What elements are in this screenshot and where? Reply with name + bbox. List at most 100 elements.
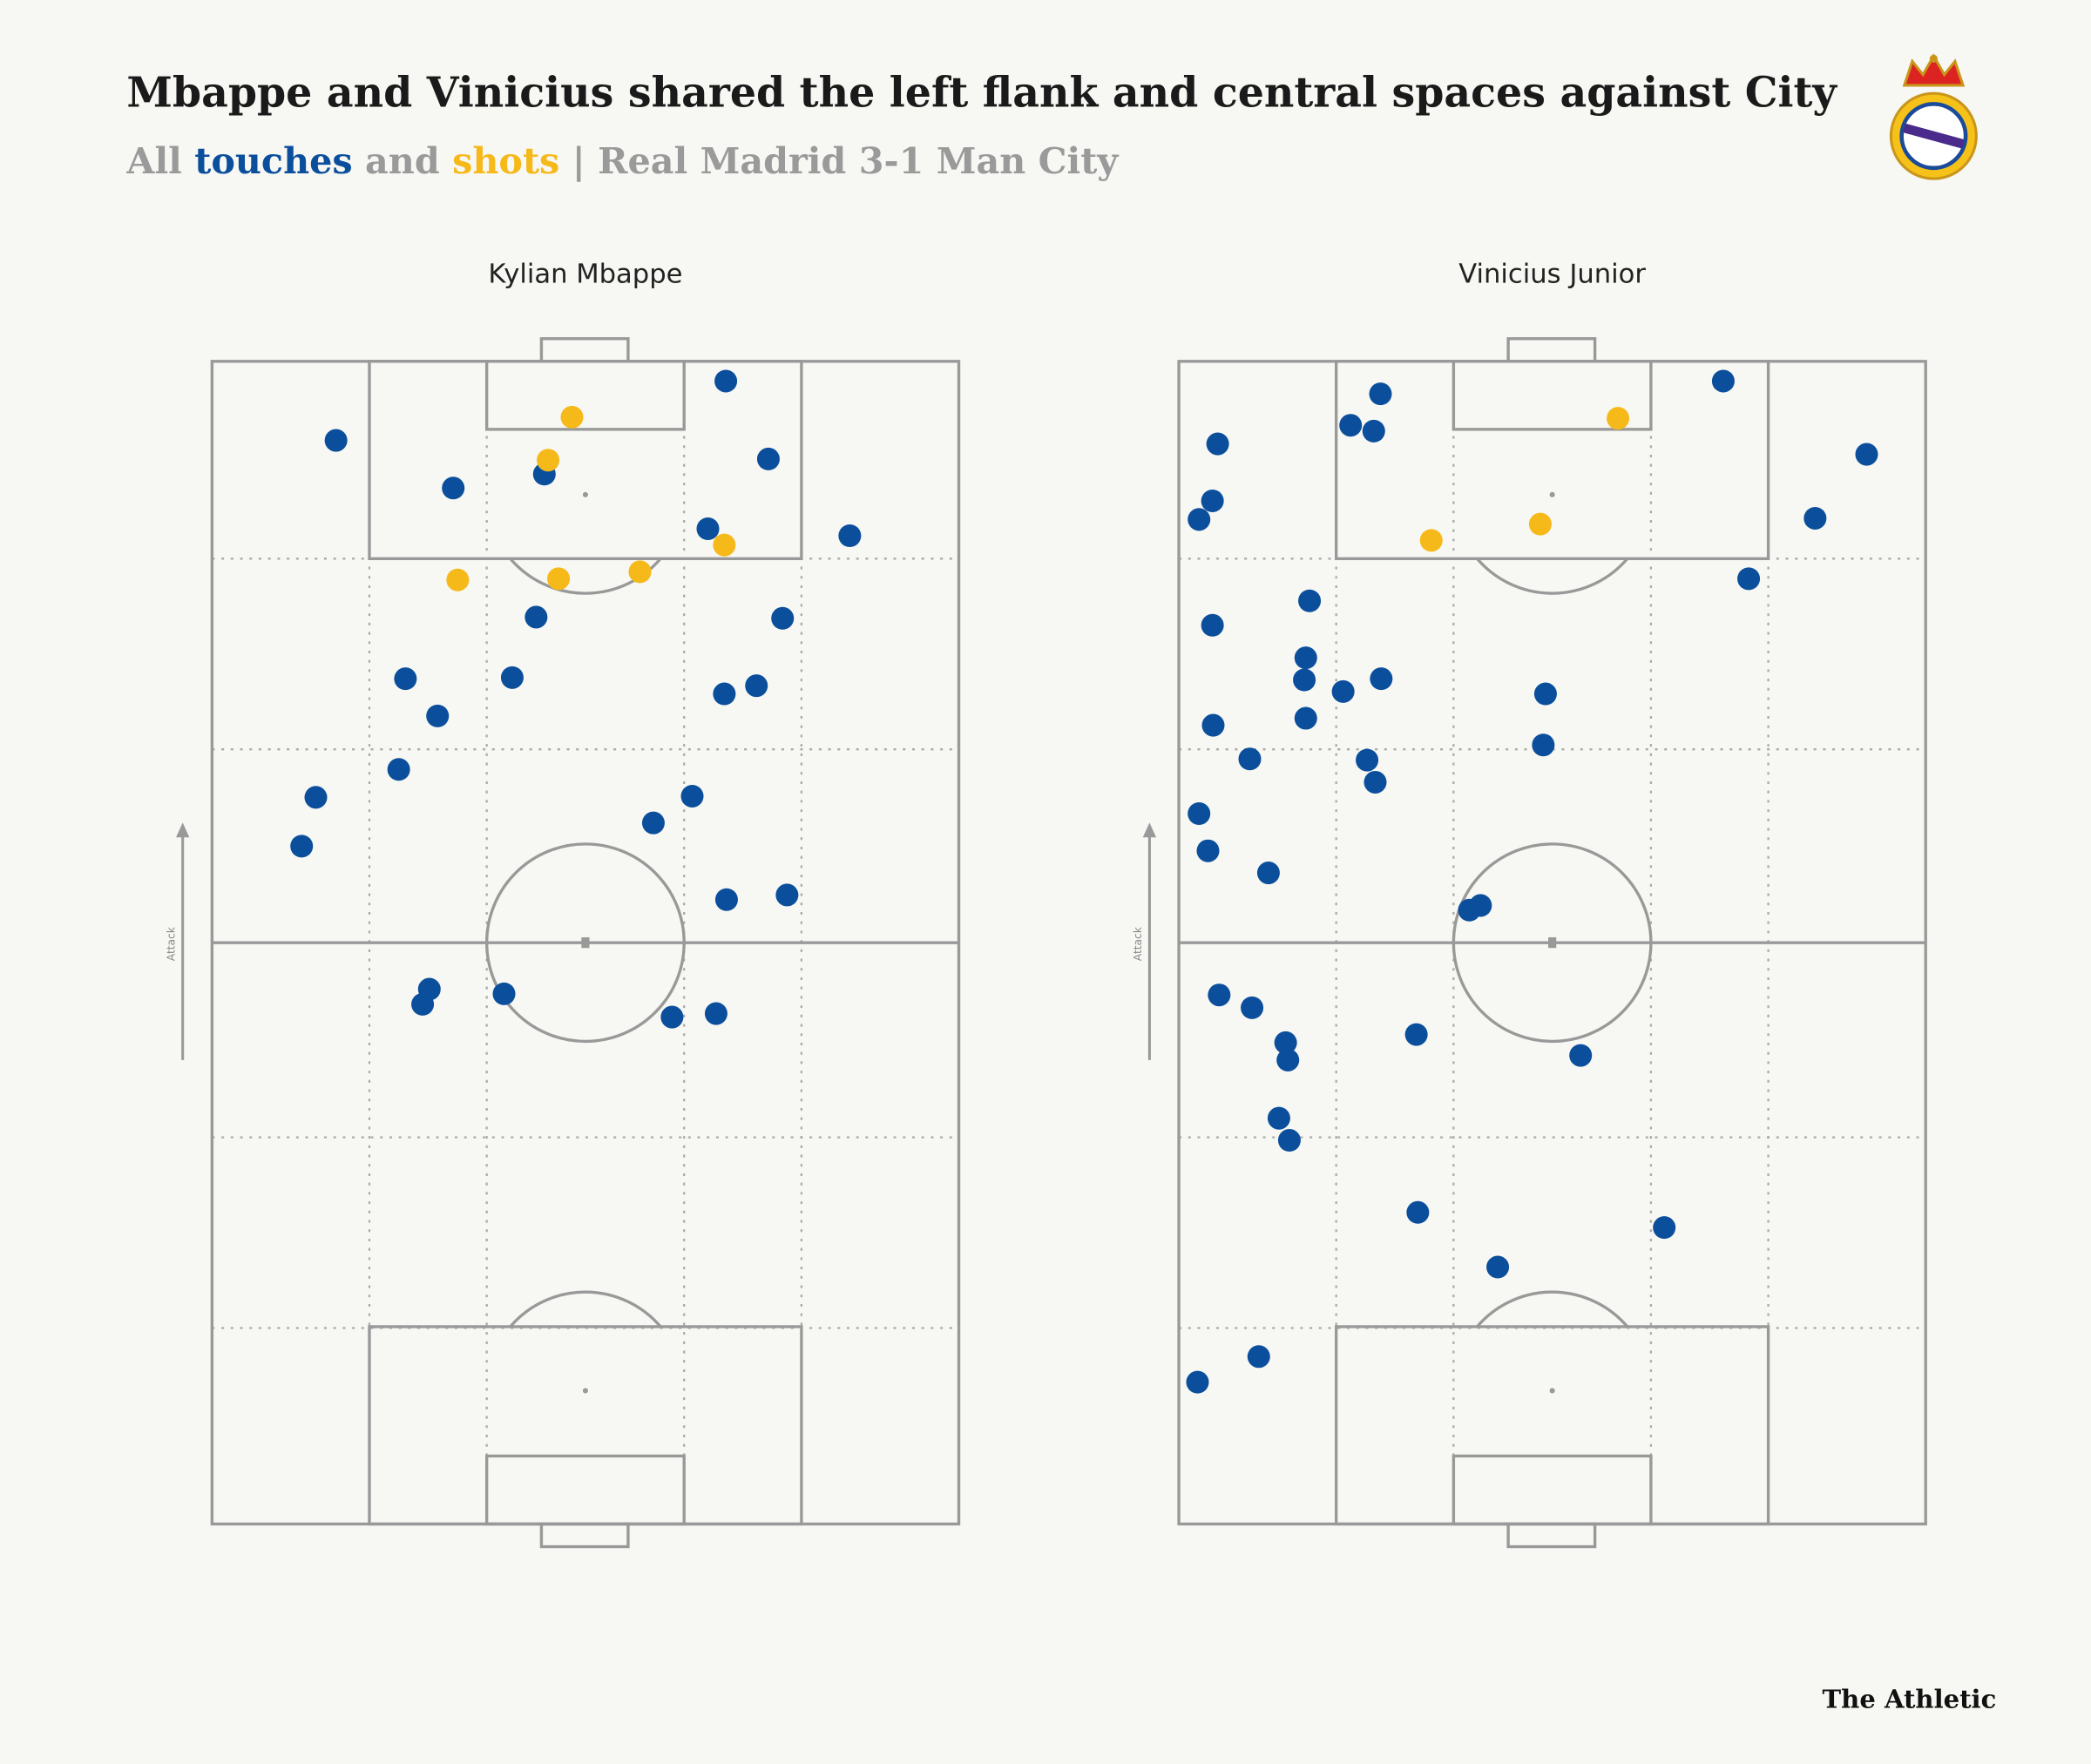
goal	[1506, 1522, 1597, 1549]
penalty-arc	[1476, 1290, 1629, 1328]
shot-point	[1607, 407, 1630, 430]
touch-point	[492, 982, 516, 1005]
touch-point	[1356, 748, 1379, 772]
penalty-box	[1334, 360, 1770, 561]
attack-label: Attack	[1132, 926, 1144, 961]
subtitle-part: and	[353, 139, 452, 182]
center-circle	[1452, 842, 1653, 1044]
touch-point	[1369, 382, 1392, 406]
touch-point	[1208, 983, 1231, 1007]
shot-point	[446, 568, 470, 591]
touch-point	[1206, 432, 1229, 456]
subtitle-part: | Real Madrid 3-1 Man City	[559, 139, 1119, 183]
shot-point	[537, 449, 560, 472]
touch-point	[714, 888, 738, 911]
penalty-spot	[1549, 1388, 1555, 1394]
touch-point	[500, 666, 524, 689]
subtitle-part: All	[125, 139, 194, 182]
six-yard-box	[484, 1454, 686, 1526]
shot-point	[1528, 512, 1552, 536]
touch-point	[1201, 489, 1224, 512]
attack-arrow-head-icon	[1142, 822, 1157, 838]
touch-point	[1274, 1031, 1297, 1054]
goal	[539, 337, 630, 363]
touch-point	[1188, 508, 1211, 531]
six-yard-box	[484, 360, 686, 431]
touch-point	[641, 811, 665, 835]
touch-point	[1339, 414, 1363, 437]
touch-point	[745, 674, 768, 698]
penalty-box	[368, 360, 803, 561]
touch-point	[1331, 679, 1355, 703]
touch-point	[1653, 1216, 1676, 1240]
touch-point	[1294, 706, 1317, 730]
shot-point	[713, 533, 736, 557]
touch-point	[696, 517, 720, 541]
shot-point	[547, 567, 571, 591]
touch-point	[1711, 369, 1735, 393]
touch-point	[713, 682, 736, 706]
touch-point	[394, 667, 417, 691]
touch-point	[756, 447, 780, 470]
touch-point	[411, 992, 435, 1016]
center-spot	[581, 937, 590, 949]
touch-point	[838, 524, 862, 548]
touch-point	[1406, 1200, 1430, 1224]
pitch-1: Kylian Mbappe Attack	[166, 259, 961, 1549]
touch-point	[1469, 894, 1492, 917]
touch-point	[1293, 668, 1316, 692]
touch-point	[1370, 667, 1393, 691]
touch-point	[304, 786, 328, 809]
touch-point	[442, 476, 465, 500]
real-madrid-crest-logo	[1889, 53, 1978, 180]
goal	[539, 1522, 630, 1549]
touch-point	[324, 429, 348, 452]
penalty-arc	[509, 1290, 662, 1328]
subtitle-shots: shots	[452, 139, 559, 182]
chart-title: Mbappe and Vinicius shared the left flan…	[126, 68, 1837, 117]
touch-point	[1533, 682, 1557, 706]
penalty-spot	[1549, 491, 1555, 497]
touch-point	[660, 1005, 684, 1029]
penalty-spot	[582, 1388, 588, 1394]
touch-point	[1247, 1345, 1270, 1369]
penalty-spot	[582, 491, 588, 497]
touch-point	[1486, 1255, 1510, 1279]
center-spot	[1548, 937, 1557, 949]
penalty-box	[1334, 1325, 1770, 1526]
player-name: Kylian Mbappe	[488, 259, 682, 289]
touch-point	[524, 605, 548, 629]
attack-arrow-head-icon	[176, 822, 190, 838]
touch-point	[680, 784, 704, 808]
touch-point	[714, 369, 738, 393]
touch-point	[1532, 733, 1555, 757]
penalty-box	[368, 1325, 803, 1526]
penalty-arc	[1476, 558, 1629, 595]
touch-point	[1277, 1129, 1301, 1152]
touch-point	[775, 883, 799, 907]
pitches: Kylian Mbappe Attack Vinicius Junior Attack	[166, 259, 1927, 1549]
touch-point	[1186, 1370, 1209, 1394]
touch-point	[1196, 839, 1220, 862]
touch-point	[1855, 443, 1878, 466]
touch-point	[1238, 747, 1262, 771]
touch-point	[1404, 1023, 1428, 1046]
touch-point	[1737, 567, 1761, 591]
touch-point	[387, 758, 410, 781]
shot-point	[560, 405, 584, 429]
touch-point	[771, 606, 795, 630]
touch-point	[1362, 419, 1385, 443]
touch-point	[1294, 646, 1317, 670]
touch-point	[290, 835, 314, 858]
touch-point	[1569, 1044, 1593, 1067]
touch-point	[1276, 1048, 1300, 1071]
subtitle-touches: touches	[194, 139, 352, 182]
touch-point	[1201, 713, 1225, 737]
touch-point	[1188, 801, 1211, 826]
pitch-2: Vinicius Junior Attack	[1132, 259, 1927, 1549]
touch-point	[1241, 996, 1264, 1019]
six-yard-box	[1452, 1454, 1653, 1526]
attack-label: Attack	[166, 926, 178, 961]
shot-point	[1419, 529, 1443, 552]
